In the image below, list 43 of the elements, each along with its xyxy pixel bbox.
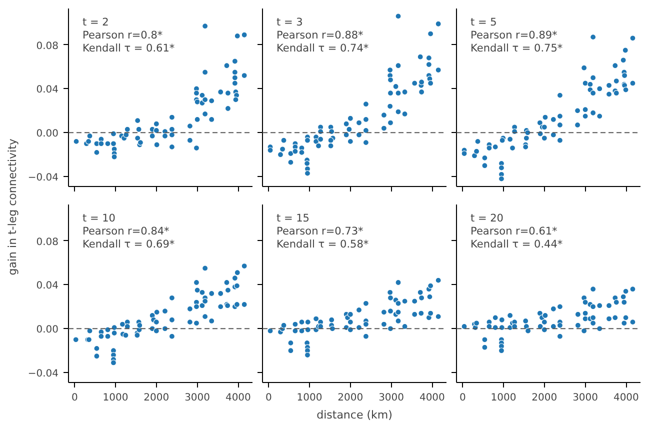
- annotation: Pearson r=0.89*: [470, 30, 558, 42]
- x-tick-label: 2000: [338, 392, 364, 404]
- annotation: t = 10: [82, 212, 116, 224]
- annotation: t = 3: [276, 16, 303, 28]
- annotation: Pearson r=0.73*: [276, 226, 364, 238]
- y-tick-label: 0.08: [36, 236, 58, 248]
- annotation: t = 2: [82, 16, 109, 28]
- x-axis-title: distance (km): [316, 408, 392, 422]
- x-tick-label: 2000: [532, 392, 558, 404]
- annotation: Kendall τ = 0.69*: [82, 238, 175, 250]
- y-axis-title: gain in t-leg connectivity: [6, 138, 19, 276]
- annotation: Kendall τ = 0.61*: [82, 42, 175, 54]
- y-tick-label: −0.04: [28, 368, 59, 380]
- y-tick-label: 0.04: [36, 280, 58, 292]
- annotation: Kendall τ = 0.75*: [470, 42, 563, 54]
- x-tick-label: 3000: [184, 392, 210, 404]
- annotation: Pearson r=0.61*: [470, 226, 558, 238]
- x-tick-label: 4000: [419, 392, 445, 404]
- y-tick-label: 0.04: [36, 84, 58, 96]
- x-tick-label: 3000: [378, 392, 404, 404]
- annotation: t = 20: [470, 212, 504, 224]
- annotation: Kendall τ = 0.44*: [470, 238, 563, 250]
- x-tick-label: 2000: [144, 392, 170, 404]
- y-tick-label: 0.00: [36, 324, 58, 336]
- y-tick-label: 0.00: [36, 128, 58, 140]
- annotation: Pearson r=0.88*: [276, 30, 364, 42]
- x-tick-label: 1000: [102, 392, 128, 404]
- x-tick-label: 4000: [613, 392, 639, 404]
- x-tick-label: 3000: [572, 392, 598, 404]
- y-tick-label: 0.08: [36, 40, 58, 52]
- annotation: Pearson r=0.8*: [82, 30, 163, 42]
- annotation: Kendall τ = 0.74*: [276, 42, 369, 54]
- x-tick-label: 0: [265, 392, 272, 404]
- annotation: t = 5: [470, 16, 497, 28]
- x-tick-label: 4000: [225, 392, 251, 404]
- x-tick-label: 1000: [490, 392, 516, 404]
- annotation: Pearson r=0.84*: [82, 226, 170, 238]
- x-tick-label: 0: [459, 392, 466, 404]
- x-tick-label: 1000: [296, 392, 322, 404]
- x-tick-label: 0: [71, 392, 78, 404]
- annotation: Kendall τ = 0.58*: [276, 238, 369, 250]
- annotation: t = 15: [276, 212, 310, 224]
- y-tick-label: −0.04: [28, 172, 59, 184]
